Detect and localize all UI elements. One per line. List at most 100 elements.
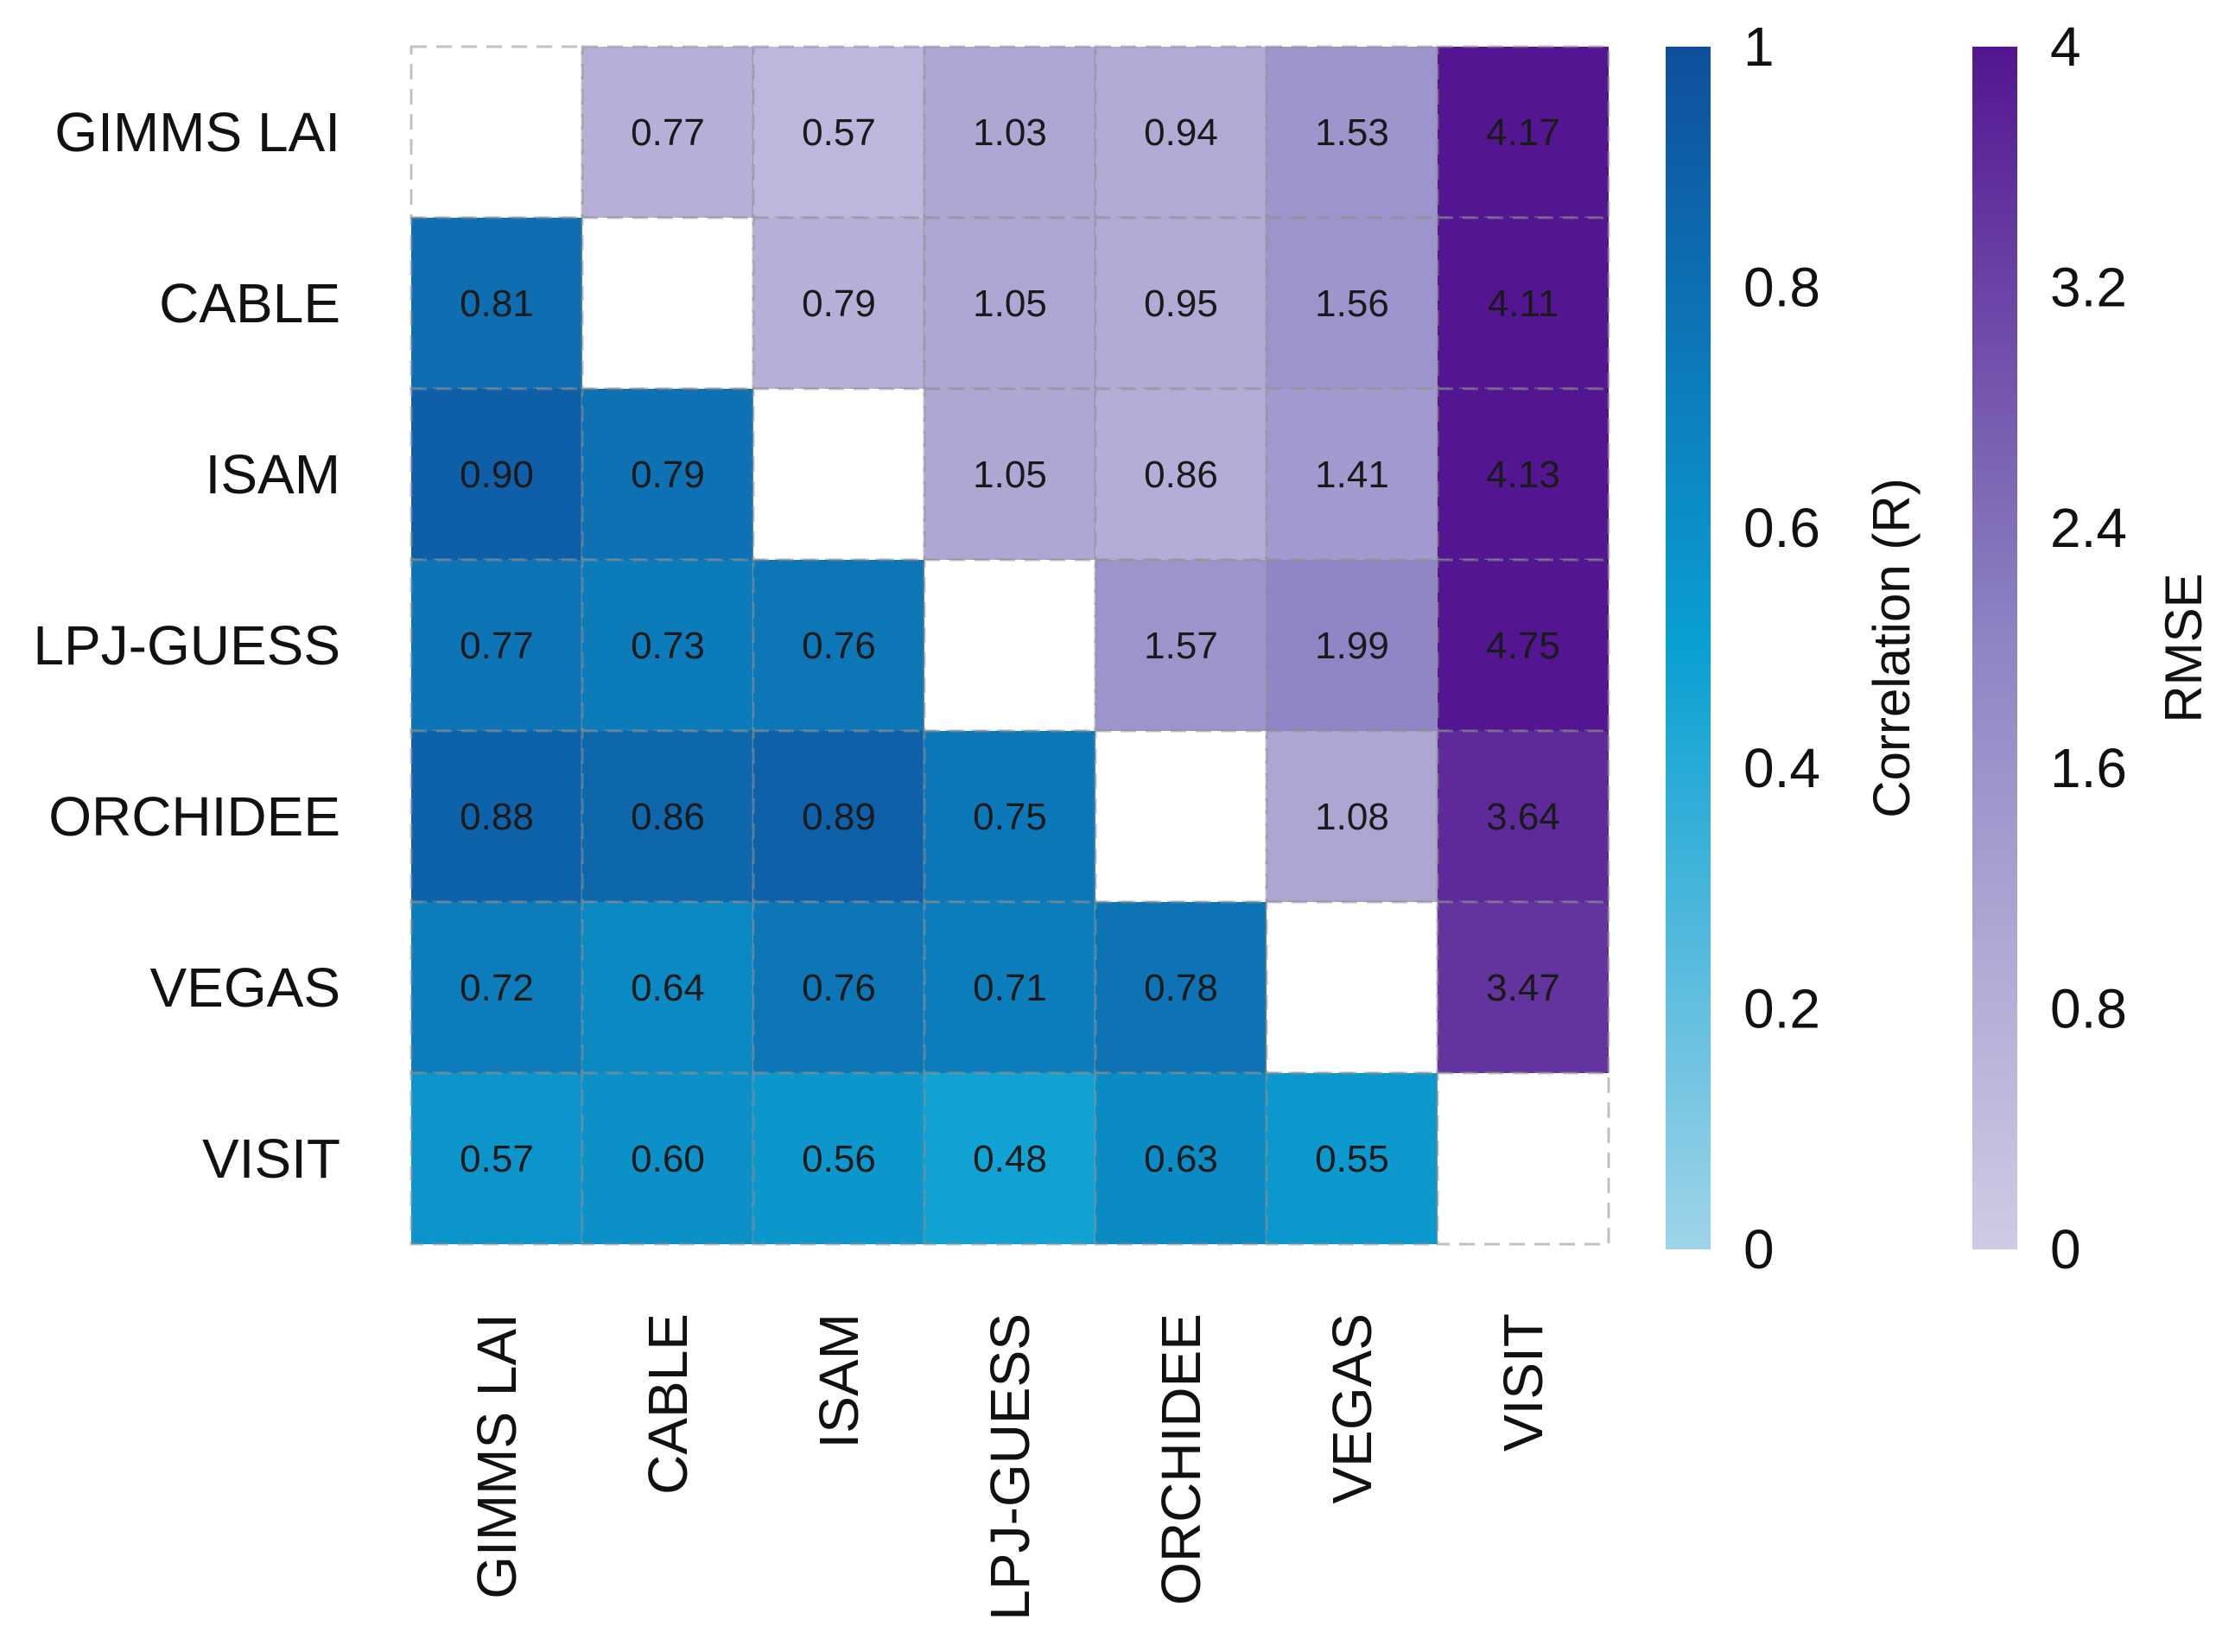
row-label-orchidee: ORCHIDEE (48, 785, 340, 848)
colorbar-correlation-r-tick: 0.6 (1743, 497, 1820, 559)
cell-gimms-lai-visit (1436, 45, 1610, 219)
cell-isam-vegas (1265, 387, 1439, 562)
cell-lpj-guess-orchidee (1094, 558, 1268, 733)
cell-visit-lpj-guess-value: 0.48 (973, 1138, 1047, 1180)
cell-visit-vegas-value: 0.55 (1315, 1138, 1389, 1180)
cell-gimms-lai-vegas-value: 1.53 (1315, 111, 1389, 154)
cell-gimms-lai-visit-value: 4.17 (1486, 111, 1560, 154)
row-label-gimms-lai: GIMMS LAI (54, 101, 340, 163)
cell-isam-lpj-guess-value: 1.05 (973, 454, 1047, 496)
colorbar-rmse (1972, 47, 2017, 1249)
colorbar-rmse-tick: 0.8 (2050, 978, 2127, 1040)
column-label-visit: VISIT (1492, 1313, 1554, 1452)
cell-visit-visit (1436, 1071, 1610, 1246)
cell-cable-vegas (1265, 216, 1439, 391)
cell-lpj-guess-vegas-value: 1.99 (1315, 625, 1389, 667)
cell-visit-lpj-guess (923, 1071, 1097, 1246)
cell-vegas-visit (1436, 900, 1610, 1075)
colorbar-correlation-r-tick: 0.8 (1743, 256, 1820, 318)
cell-vegas-cable (581, 900, 755, 1075)
cell-gimms-lai-gimms-lai (410, 45, 584, 219)
cell-visit-cable-value: 0.60 (631, 1138, 705, 1180)
row-label-isam: ISAM (206, 443, 340, 505)
cell-visit-gimms-lai-value: 0.57 (460, 1138, 534, 1180)
cell-orchidee-lpj-guess-value: 0.75 (973, 796, 1047, 838)
row-label-cable: CABLE (159, 272, 340, 334)
row-label-lpj-guess: LPJ-GUESS (33, 614, 340, 677)
cell-vegas-isam-value: 0.76 (802, 967, 876, 1009)
cell-cable-orchidee-value: 0.95 (1144, 283, 1218, 325)
column-label-lpj-guess: LPJ-GUESS (979, 1313, 1041, 1621)
cell-lpj-guess-gimms-lai-value: 0.77 (460, 625, 534, 667)
cell-visit-orchidee-value: 0.63 (1144, 1138, 1218, 1180)
colorbar-rmse-tick: 1.6 (2050, 737, 2127, 799)
cell-cable-isam-value: 0.79 (802, 283, 876, 325)
cell-orchidee-lpj-guess (923, 729, 1097, 904)
cell-lpj-guess-lpj-guess (923, 558, 1097, 733)
cell-orchidee-orchidee (1094, 729, 1268, 904)
cell-orchidee-cable-value: 0.86 (631, 796, 705, 838)
cell-isam-visit-value: 4.13 (1486, 454, 1560, 496)
cell-vegas-visit-value: 3.47 (1486, 967, 1560, 1009)
cell-isam-lpj-guess (923, 387, 1097, 562)
cell-lpj-guess-visit (1436, 558, 1610, 733)
column-labels: GIMMS LAI CABLE ISAM LPJ-GUESS ORCHIDEE VEGAS… (466, 1313, 1554, 1621)
cell-isam-gimms-lai (410, 387, 584, 562)
column-label-orchidee: ORCHIDEE (1150, 1313, 1212, 1605)
cell-orchidee-visit (1436, 729, 1610, 904)
colorbar-correlation-r-tick: 0.4 (1743, 737, 1820, 799)
colorbar-correlation-r-tick: 1 (1743, 16, 1775, 78)
colorbar-rmse-tick: 4 (2050, 16, 2081, 78)
row-label-vegas: VEGAS (149, 956, 340, 1019)
cell-visit-cable (581, 1071, 755, 1246)
cell-vegas-cable-value: 0.64 (631, 967, 705, 1009)
cell-orchidee-isam (752, 729, 926, 904)
cell-cable-vegas-value: 1.56 (1315, 283, 1389, 325)
cell-vegas-lpj-guess-value: 0.71 (973, 967, 1047, 1009)
cell-isam-isam (752, 387, 926, 562)
cell-lpj-guess-isam-value: 0.76 (802, 625, 876, 667)
colorbar-correlation-r (1666, 47, 1711, 1249)
cell-cable-visit-value: 4.11 (1488, 283, 1559, 325)
cell-vegas-vegas (1265, 900, 1439, 1075)
cell-cable-lpj-guess (923, 216, 1097, 391)
colorbar-correlation-r-label: Correlation (R) (1863, 478, 1921, 817)
cell-gimms-lai-cable-value: 0.77 (631, 111, 705, 154)
cell-orchidee-gimms-lai (410, 729, 584, 904)
cell-vegas-orchidee-value: 0.78 (1144, 967, 1218, 1009)
cell-gimms-lai-orchidee (1094, 45, 1268, 219)
cell-vegas-isam (752, 900, 926, 1075)
heatmap-cells (410, 45, 1610, 1246)
colorbar-rmse-tick: 0 (2050, 1218, 2081, 1280)
cell-gimms-lai-isam-value: 0.57 (802, 111, 876, 154)
cell-gimms-lai-orchidee-value: 0.94 (1144, 111, 1218, 154)
cell-orchidee-visit-value: 3.64 (1486, 796, 1560, 838)
cell-lpj-guess-gimms-lai (410, 558, 584, 733)
column-label-cable: CABLE (637, 1313, 699, 1495)
cell-cable-gimms-lai-value: 0.81 (460, 283, 534, 325)
cell-isam-cable-value: 0.79 (631, 454, 705, 496)
cell-cable-cable (581, 216, 755, 391)
cell-cable-gimms-lai (410, 216, 584, 391)
colorbar-rmse-label: RMSE (2155, 573, 2213, 722)
cell-isam-cable (581, 387, 755, 562)
cell-visit-vegas (1265, 1071, 1439, 1246)
cell-cable-visit (1436, 216, 1610, 391)
cell-isam-orchidee-value: 0.86 (1144, 454, 1218, 496)
column-label-gimms-lai: GIMMS LAI (466, 1313, 528, 1599)
cell-gimms-lai-vegas (1265, 45, 1439, 219)
cell-orchidee-vegas-value: 1.08 (1315, 796, 1389, 838)
colorbar-rmse-tick: 3.2 (2050, 256, 2127, 318)
colorbar-rmse-tick: 2.4 (2050, 497, 2127, 559)
column-label-isam: ISAM (808, 1313, 870, 1448)
heatmap-cell-labels: 0.77 0.57 1.03 0.94 1.53 4.17 0.81 0.79 1.05 0.95… (460, 111, 1560, 1180)
row-labels: GIMMS LAI CABLE ISAM LPJ-GUESS ORCHIDEE VEGAS… (33, 101, 340, 1190)
cell-visit-isam (752, 1071, 926, 1246)
colorbars: 0 0.2 0.4 0.6 0.8 1 Correlation (R) 0 0.8 1.6 2.4 3… (1666, 16, 2213, 1280)
cell-orchidee-isam-value: 0.89 (802, 796, 876, 838)
cell-lpj-guess-isam (752, 558, 926, 733)
cell-cable-lpj-guess-value: 1.05 (973, 283, 1047, 325)
cell-gimms-lai-isam (752, 45, 926, 219)
cell-vegas-orchidee (1094, 900, 1268, 1075)
